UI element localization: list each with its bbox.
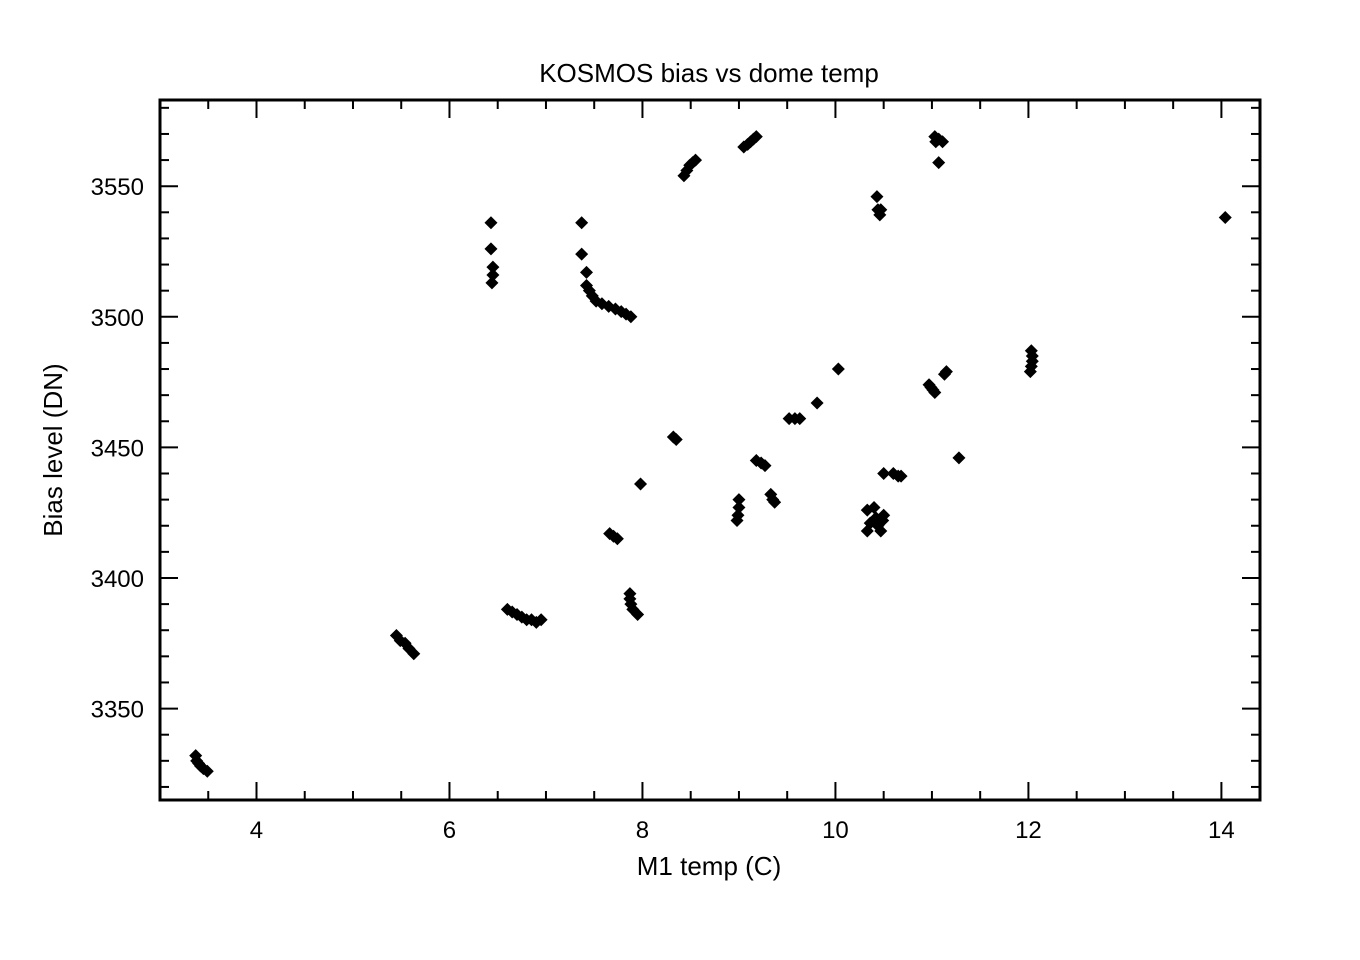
data-point xyxy=(730,514,744,528)
data-point xyxy=(534,613,548,627)
data-point xyxy=(810,396,824,410)
data-point xyxy=(768,495,782,509)
data-point xyxy=(575,216,589,230)
data-point xyxy=(877,467,891,481)
data-point xyxy=(1023,365,1037,379)
y-tick-label: 3500 xyxy=(91,305,144,332)
y-axis-title: Bias level (DN) xyxy=(38,363,68,536)
data-point xyxy=(200,764,214,778)
y-tick-label: 3350 xyxy=(91,697,144,724)
x-tick-label: 6 xyxy=(443,817,456,844)
y-tick-label: 3450 xyxy=(91,435,144,462)
data-point xyxy=(579,265,593,279)
data-point xyxy=(867,500,881,514)
data-point xyxy=(634,477,648,491)
data-point xyxy=(952,451,966,465)
data-point xyxy=(610,532,624,546)
data-point xyxy=(624,310,638,324)
data-point xyxy=(669,433,683,447)
data-point xyxy=(870,190,884,204)
data-point xyxy=(831,362,845,376)
data-point xyxy=(874,203,888,217)
data-point xyxy=(928,386,942,400)
data-point xyxy=(484,216,498,230)
x-tick-label: 4 xyxy=(250,817,263,844)
data-point xyxy=(894,469,908,483)
data-point xyxy=(874,524,888,538)
y-tick-label: 3550 xyxy=(91,174,144,201)
x-tick-label: 12 xyxy=(1015,817,1042,844)
data-point xyxy=(689,153,703,167)
data-point xyxy=(407,647,421,661)
data-point xyxy=(758,459,772,473)
data-point xyxy=(793,412,807,426)
data-point xyxy=(485,276,499,290)
data-point xyxy=(484,242,498,256)
chart-title: KOSMOS bias vs dome temp xyxy=(539,58,879,88)
data-point xyxy=(732,493,746,507)
x-tick-label: 8 xyxy=(636,817,649,844)
x-tick-label: 14 xyxy=(1208,817,1235,844)
data-point xyxy=(749,130,763,144)
data-point xyxy=(877,508,891,522)
data-markers xyxy=(189,130,1232,778)
data-point xyxy=(631,608,645,622)
y-tick-label: 3400 xyxy=(91,566,144,593)
data-point xyxy=(936,135,950,149)
x-tick-label: 10 xyxy=(822,817,849,844)
data-point xyxy=(939,365,953,379)
data-point xyxy=(486,260,500,274)
data-point xyxy=(486,268,500,282)
plot-frame xyxy=(158,98,1262,802)
x-axis-title: M1 temp (C) xyxy=(637,851,781,881)
data-point xyxy=(1218,211,1232,225)
axis-ticks: 4 6 8 10 12 14 3350 3400 3450 3500 3550 xyxy=(91,100,1260,844)
data-point xyxy=(575,247,589,261)
data-point xyxy=(932,156,946,170)
data-point xyxy=(732,500,746,514)
